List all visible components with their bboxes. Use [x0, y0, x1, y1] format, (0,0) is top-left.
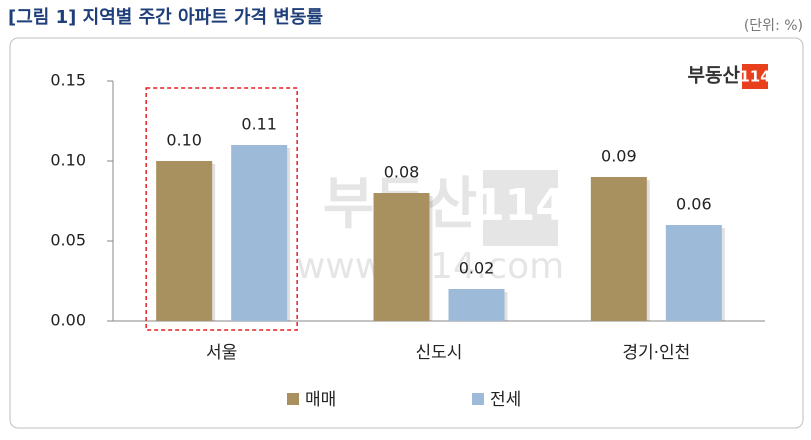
data-label: 0.06	[676, 195, 712, 214]
highlight-box	[145, 87, 298, 331]
legend-swatch	[472, 393, 484, 405]
x-tick-label: 경기·인천	[622, 343, 690, 363]
bar	[373, 193, 430, 321]
legend-label: 전세	[490, 390, 521, 410]
y-tick-label: 0.10	[50, 151, 86, 170]
y-tick-label: 0.05	[50, 231, 86, 250]
data-label: 0.10	[166, 131, 202, 150]
unit-label: (단위: %)	[744, 18, 803, 34]
data-label: 0.11	[241, 115, 277, 134]
bar	[448, 289, 505, 321]
data-label: 0.02	[459, 259, 495, 278]
x-tick-label: 서울	[206, 343, 237, 363]
y-tick-label: 0.15	[50, 71, 86, 90]
bar	[665, 225, 722, 321]
y-tick-label: 0.00	[50, 311, 86, 330]
legend-label: 매매	[305, 390, 336, 410]
logo-number: 114	[739, 68, 770, 86]
data-label: 0.09	[601, 147, 637, 166]
watermark-url: www.r114.com	[296, 246, 564, 287]
logo-box	[742, 64, 768, 89]
x-tick-label: 신도시	[416, 343, 463, 363]
bar	[231, 145, 288, 321]
logo-brand: 부동산	[688, 65, 741, 87]
bar	[590, 177, 647, 321]
bar	[156, 161, 213, 321]
data-label: 0.08	[384, 163, 420, 182]
legend-swatch	[287, 393, 299, 405]
watermark-number: 114	[474, 180, 566, 231]
chart-title: [그림 1] 지역별 주간 아파트 가격 변동률	[8, 7, 323, 28]
watermark-box	[483, 170, 558, 246]
